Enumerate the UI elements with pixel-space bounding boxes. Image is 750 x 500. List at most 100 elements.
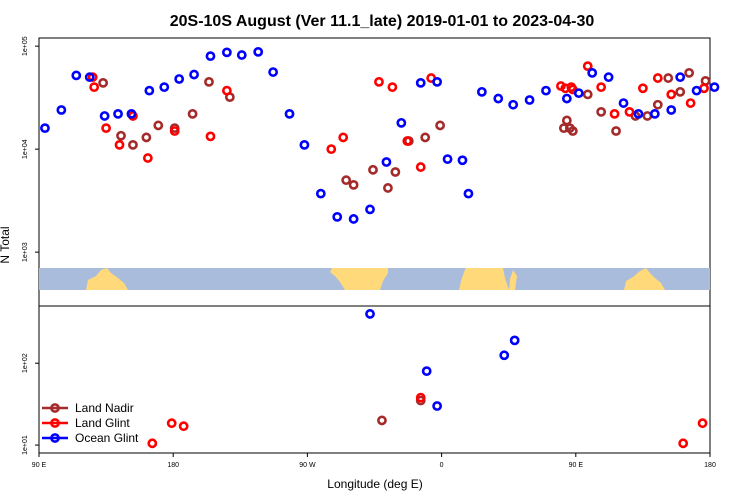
y-tick-label: 1e+03 — [22, 242, 29, 262]
data-points — [40, 46, 720, 449]
land-glint-point — [205, 131, 216, 142]
ocean-glint-point — [144, 85, 155, 96]
land-glint-point — [596, 82, 607, 93]
land-glint-point — [147, 438, 158, 449]
land-glint-point — [114, 139, 125, 150]
ocean-glint-point — [587, 67, 598, 78]
ocean-glint-point — [709, 82, 720, 93]
land-glint-point — [582, 61, 593, 72]
ocean-glint-point — [348, 214, 359, 224]
land-glint-point — [178, 421, 189, 432]
legend-label-land-glint: Land Glint — [75, 416, 130, 430]
ocean-glint-point — [84, 72, 95, 83]
ocean-glint-point — [365, 204, 375, 215]
ocean-glint-point — [221, 47, 232, 58]
map-strip — [39, 268, 710, 290]
land-nadir-point — [561, 115, 572, 126]
ocean-glint-point — [299, 139, 310, 150]
land-nadir-point — [420, 132, 431, 143]
ocean-glint-point — [493, 93, 504, 104]
ocean-glint-point — [205, 51, 216, 62]
land-glint-point — [89, 82, 100, 93]
x-tick-label: 90 E — [569, 462, 584, 469]
land-glint-point — [402, 136, 413, 146]
land-australia-repeat — [624, 268, 665, 290]
ocean-glint-point — [508, 99, 519, 110]
ocean-glint-point — [649, 108, 660, 119]
ocean-glint-point — [633, 108, 644, 119]
ocean-glint-point — [666, 105, 677, 115]
plot-frame — [38, 37, 711, 454]
ocean-glint-point — [509, 335, 520, 346]
ocean-glint-point — [113, 108, 123, 119]
ocean-glint-point — [189, 69, 199, 80]
ocean-glint-point — [99, 111, 110, 121]
land-nadir-point — [341, 175, 352, 186]
land-nadir-point — [611, 126, 621, 136]
legend-label-ocean-glint: Ocean Glint — [75, 431, 139, 445]
land-africa — [459, 268, 509, 290]
land-nadir-point — [187, 108, 198, 119]
ocean-glint-point — [541, 85, 551, 96]
land-glint-point — [169, 126, 180, 136]
x-tick-label: 180 — [704, 462, 716, 469]
y-tick-label: 1e+01 — [22, 435, 29, 455]
land-glint-point — [338, 132, 349, 143]
land-nadir-point — [684, 67, 695, 78]
land-nadir-point — [383, 183, 393, 193]
land-nadir-point — [652, 99, 663, 110]
land-nadir-point — [675, 86, 686, 97]
ocean-glint-point — [463, 188, 474, 199]
ocean-glint-point — [315, 188, 326, 199]
land-nadir-point — [98, 77, 109, 88]
land-nadir-point — [377, 415, 387, 426]
land-nadir-point — [390, 167, 401, 177]
ocean-glint-point — [365, 309, 375, 319]
x-axis-label: Longitude (deg E) — [327, 477, 422, 491]
land-nadir-point — [567, 126, 578, 136]
ocean-glint-point — [253, 46, 264, 57]
land-nadir-point — [642, 111, 653, 121]
legend-marker-land-glint — [50, 418, 60, 428]
land-nadir-point — [116, 130, 126, 141]
legend-marker-ocean-glint — [50, 433, 60, 443]
y-axis-lower: 1e+01 1e+02 — [22, 353, 39, 455]
ocean-glint-point — [442, 154, 453, 165]
ocean-glint-point — [524, 95, 535, 105]
land-glint-point — [166, 418, 177, 429]
ocean-glint-point — [561, 93, 572, 104]
legend-marker-land-nadir — [50, 403, 60, 413]
x-tick-label: 90 E — [32, 462, 47, 469]
ocean-glint-point — [381, 157, 392, 167]
ocean-glint-point — [499, 350, 510, 361]
land-australia — [86, 268, 128, 290]
ocean-glint-point — [268, 67, 279, 77]
land-nadir-point — [663, 73, 674, 83]
land-nadir-point — [596, 106, 607, 117]
legend-label-land-nadir: Land Nadir — [75, 401, 134, 415]
y-tick-label: 1e+05 — [22, 36, 29, 56]
ocean-glint-point — [457, 155, 468, 166]
ocean-glint-point — [332, 211, 343, 222]
land-glint-point — [624, 106, 635, 117]
ocean-glint-point — [421, 366, 432, 377]
ocean-glint-point — [40, 123, 50, 134]
ocean-glint-point — [396, 117, 407, 128]
land-glint-point — [609, 108, 620, 119]
land-glint-point — [678, 438, 689, 449]
ocean-glint-point — [476, 86, 487, 97]
land-south-america — [330, 268, 388, 290]
land-nadir-point — [141, 132, 152, 143]
land-glint-point — [221, 85, 232, 96]
ocean-glint-point — [432, 76, 443, 87]
ocean-glint-point — [675, 72, 686, 83]
land-nadir-point — [435, 120, 446, 131]
land-glint-point — [666, 89, 677, 100]
land-glint-point — [415, 392, 426, 403]
land-madagascar — [509, 270, 517, 290]
land-nadir-point — [204, 76, 214, 87]
ocean-glint-point — [236, 50, 247, 60]
ocean-glint-point — [71, 70, 82, 81]
